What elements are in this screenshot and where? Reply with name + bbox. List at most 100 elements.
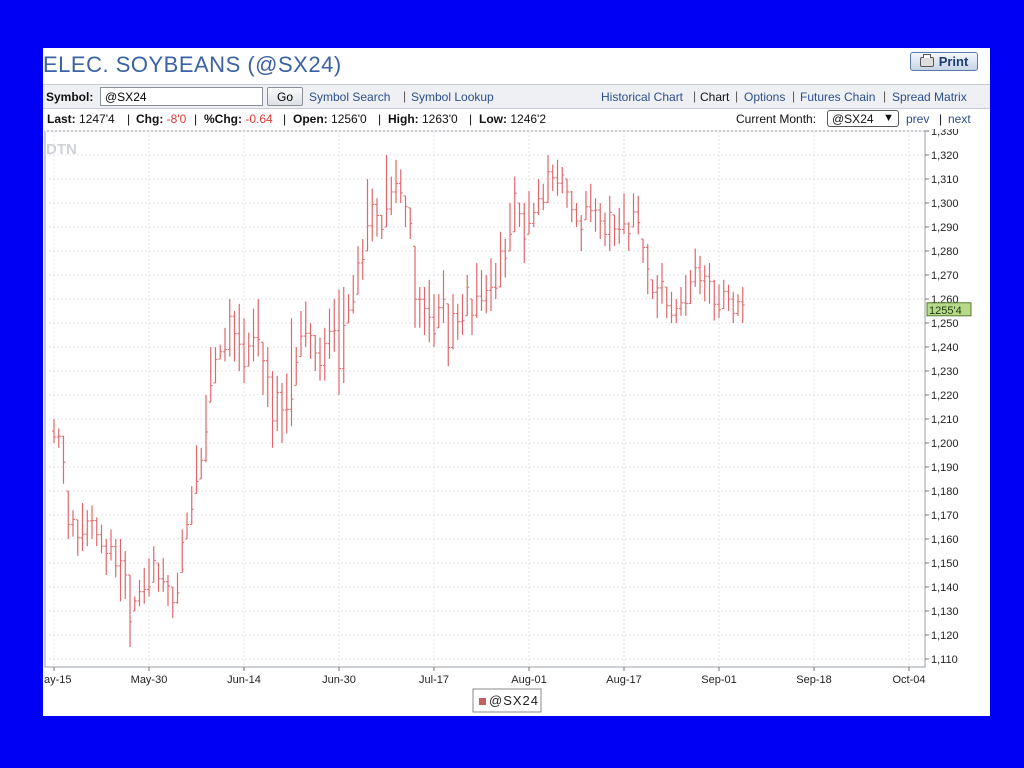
futures-chain-link[interactable]: Futures Chain (800, 90, 876, 104)
link-separator: | (883, 89, 887, 103)
ohlc-bar (531, 203, 536, 227)
ohlc-bar (650, 279, 655, 299)
last-price-box (926, 302, 972, 317)
ohlc-bar (455, 303, 460, 340)
last-label: Last: (47, 112, 76, 126)
prev-link[interactable]: prev (906, 112, 930, 126)
ohlc-bar (85, 510, 90, 547)
x-tick-label: Jul-17 (419, 674, 449, 686)
x-axis: ay-15 May-30 Jun-14 Jun-30 Jul-17 Aug-01 Aug-1… (44, 667, 926, 686)
ohlc-bar (612, 214, 617, 247)
ohlc-bar (641, 238, 645, 263)
y-tick-label: 1,220 (931, 390, 959, 402)
link-separator: | (403, 89, 407, 103)
y-tick-label: 1,160 (931, 534, 959, 546)
x-tick-label: Sep-01 (701, 674, 736, 686)
ohlc-bar (403, 195, 408, 227)
ohlc-bar (275, 375, 280, 431)
next-link[interactable]: next (948, 112, 971, 126)
ohlc-bar (223, 327, 227, 362)
symbol-lookup-link[interactable]: Symbol Lookup (411, 90, 494, 104)
quote-last: Last: 1247'4 (47, 112, 115, 126)
y-tick-label: 1,180 (931, 486, 959, 498)
ohlc-bar (660, 263, 664, 304)
ohlc-bar (308, 323, 313, 359)
ohlc-bar (113, 539, 118, 578)
symbol-label: Symbol: (46, 90, 94, 104)
ohlc-bar (370, 188, 375, 242)
ohlc-bar (579, 215, 584, 251)
ohlc-bar (104, 539, 109, 575)
price-bars (52, 155, 745, 647)
ohlc-bar (546, 155, 550, 203)
ohlc-bar (693, 248, 698, 287)
last-price-marker: 1255'4 (926, 302, 972, 317)
ohlc-bar (721, 279, 726, 310)
ohlc-bar (327, 308, 332, 359)
ohlc-bar (123, 551, 128, 599)
y-tick-label: 1,200 (931, 438, 959, 450)
ohlc-bar (569, 191, 574, 223)
ohlc-bar (175, 572, 180, 604)
ohlc-bar (337, 289, 341, 395)
ohlc-bar (242, 318, 246, 383)
chart-watermark: DTN (46, 141, 77, 158)
ohlc-bar (508, 203, 512, 252)
open-value: 1256'0 (331, 112, 367, 126)
options-link[interactable]: Options (744, 90, 786, 104)
ohlc-bar (655, 275, 660, 319)
print-button[interactable]: Print (910, 52, 978, 71)
ohlc-bar (422, 287, 427, 335)
chevron-down-icon: ▼ (883, 112, 894, 124)
ohlc-bar (303, 301, 308, 347)
sep: | (283, 112, 287, 126)
ohlc-bar (261, 341, 265, 395)
ohlc-bar (622, 193, 626, 235)
ohlc-bar (313, 335, 318, 371)
symbol-search-link[interactable]: Symbol Search (309, 90, 391, 104)
ohlc-bar (465, 275, 470, 317)
ohlc-bar (588, 183, 593, 223)
ohlc-bar (71, 510, 75, 537)
low-label: Low: (479, 112, 507, 126)
ohlc-bar (479, 270, 484, 311)
pct-value: -0.64 (245, 112, 273, 126)
x-tick-label: Sep-18 (796, 674, 831, 686)
sep: | (194, 112, 198, 126)
ohlc-bar (356, 246, 360, 295)
ohlc-bar (669, 291, 674, 323)
ohlc-bar (90, 505, 94, 539)
historical-chart-link[interactable]: Historical Chart (601, 90, 684, 104)
ohlc-bar (56, 428, 61, 448)
ohlc-bar (626, 222, 631, 251)
ohlc-bar (237, 303, 242, 371)
ohlc-bar (617, 207, 622, 244)
y-tick-label: 1,170 (931, 510, 959, 522)
ohlc-bar (607, 195, 612, 251)
last-value: 1247'4 (79, 112, 115, 126)
symbol-input[interactable] (100, 87, 263, 106)
x-tick-label: ay-15 (44, 674, 72, 686)
ohlc-bar (251, 308, 256, 362)
go-button[interactable]: Go (267, 87, 303, 106)
quote-bar: Last: 1247'4 | Chg: -8'0 | %Chg: -0.64 |… (43, 109, 990, 129)
current-month-select[interactable]: @SX24 ▼ (827, 110, 899, 127)
ohlc-bar (80, 503, 85, 551)
quote-open: Open: 1256'0 (293, 112, 367, 126)
chart-link[interactable]: Chart (700, 90, 730, 104)
y-tick-label: 1,310 (931, 174, 959, 186)
ohlc-bar (351, 275, 356, 314)
ohlc-bar (683, 275, 688, 316)
ohlc-bar (527, 191, 531, 235)
y-tick-label: 1,290 (931, 222, 959, 234)
spread-matrix-link[interactable]: Spread Matrix (892, 90, 967, 104)
ohlc-bar (427, 279, 432, 343)
chart: DTN 1,1101,1201,1301,1401,1501,1601,1701… (44, 126, 972, 713)
current-month-label: Current Month: (736, 112, 817, 126)
quote-chg: Chg: -8'0 (136, 112, 186, 126)
y-tick-label: 1,150 (931, 558, 959, 570)
ohlc-bar (189, 486, 194, 525)
x-tick-label: Jun-30 (322, 674, 356, 686)
link-separator: | (792, 89, 796, 103)
ohlc-bar (322, 327, 327, 381)
